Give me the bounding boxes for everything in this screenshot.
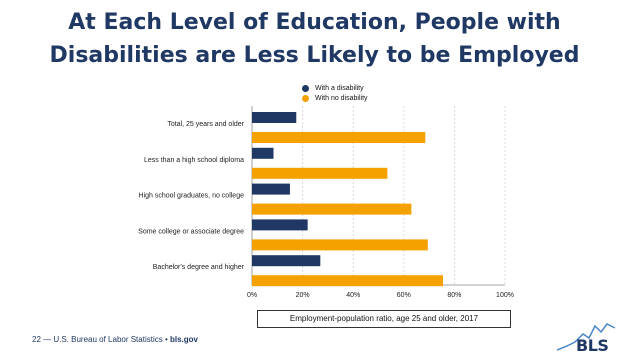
slide-title-line-1: At Each Level of Education, People with: [68, 10, 561, 35]
x-tick-label: 60%: [397, 292, 411, 299]
category-label: Bachelor's degree and higher: [153, 264, 245, 271]
category-label: Total, 25 years and older: [167, 121, 244, 128]
x-axis-label: Employment-population ratio, age 25 and …: [257, 310, 511, 328]
x-tick-label: 0%: [247, 292, 257, 299]
category-label: Some college or associate degree: [138, 228, 244, 235]
slide-title-line-2: Disabilities are Less Likely to be Emplo…: [49, 43, 580, 68]
legend-item-no-disability: With no disability: [302, 93, 368, 103]
bls-logo-text: BLS: [576, 336, 609, 355]
bar-disability: [252, 183, 290, 195]
legend-swatch-disability: [302, 84, 309, 92]
bar-no-disability: [252, 275, 444, 287]
bar-no-disability: [252, 132, 426, 143]
x-tick-label: 20%: [296, 292, 310, 299]
slide-title: At Each Level of Education, People with …: [0, 6, 629, 72]
legend-item-disability: With a disability: [302, 83, 368, 93]
x-tick-label: 80%: [447, 292, 461, 299]
category-label: Less than a high school diploma: [144, 157, 244, 164]
chart-legend: With a disability With no disability: [302, 83, 368, 103]
footer-source: 22 — U.S. Bureau of Labor Statistics •: [32, 335, 168, 344]
bar-no-disability: [252, 203, 412, 215]
footer-url: bls.gov: [170, 335, 199, 344]
bar-disability: [252, 255, 321, 267]
x-tick-label: 40%: [346, 292, 360, 299]
bls-logo-icon: [557, 323, 616, 351]
legend-label-disability: With a disability: [315, 84, 364, 92]
bar-disability: [252, 219, 308, 231]
legend-swatch-no-disability: [302, 94, 309, 102]
legend-label-no-disability: With no disability: [315, 94, 368, 102]
bar-disability: [252, 147, 274, 159]
x-tick-label: 100%: [496, 292, 514, 299]
bar-disability: [252, 112, 297, 123]
bar-no-disability: [252, 239, 428, 251]
bar-no-disability: [252, 167, 388, 179]
footer: 22 — U.S. Bureau of Labor Statistics • b…: [32, 335, 198, 344]
category-label: High school graduates, no college: [139, 193, 245, 200]
